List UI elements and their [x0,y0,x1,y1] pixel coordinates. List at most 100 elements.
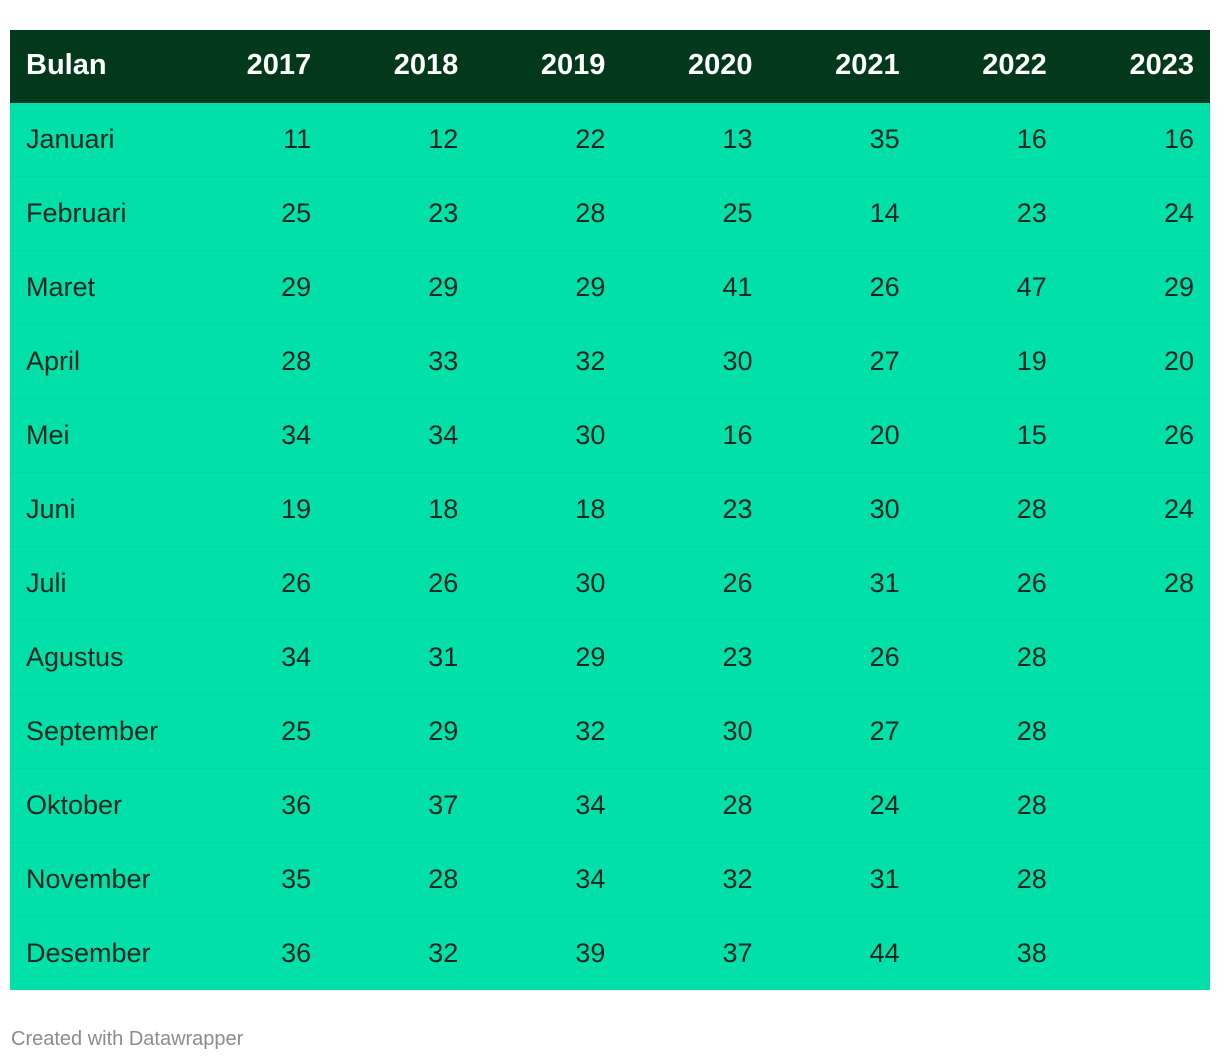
value-cell: 24 [1062,175,1210,250]
value-cell [1062,841,1210,916]
value-cell: 20 [768,397,916,472]
value-cell: 44 [768,915,916,990]
value-cell: 31 [768,545,916,620]
value-cell: 29 [327,693,475,768]
month-cell: Juli [10,545,181,620]
value-cell: 29 [1062,249,1210,324]
table-row: Maret 29 29 29 41 26 47 29 [10,249,1210,324]
column-header-2017[interactable]: 2017 [180,30,328,103]
value-cell: 34 [474,841,622,916]
value-cell: 29 [327,249,475,324]
value-cell: 28 [327,841,475,916]
value-cell: 18 [474,471,622,546]
datawrapper-credit[interactable]: Created with Datawrapper [11,1028,244,1050]
column-header-2021[interactable]: 2021 [768,30,916,103]
value-cell: 28 [915,471,1063,546]
value-cell [1062,619,1210,694]
value-cell: 30 [474,545,622,620]
value-cell: 30 [621,693,769,768]
value-cell: 32 [327,915,475,990]
value-cell: 32 [621,841,769,916]
value-cell: 31 [327,619,475,694]
data-table-container: Bulan 2017 2018 2019 2020 2021 2022 2023… [10,30,1210,990]
value-cell: 38 [915,915,1063,990]
month-cell: September [10,693,181,768]
value-cell: 12 [428,123,459,154]
value-cell: 28 [621,767,769,842]
value-cell: 24 [768,767,916,842]
value-cell: 28 [915,767,1063,842]
value-cell: 30 [474,397,622,472]
month-cell: April [10,323,181,398]
value-cell: 16 [1163,123,1194,154]
table-row: April 28 33 32 30 27 19 20 [10,323,1210,398]
value-cell: 26 [1062,397,1210,472]
month-cell: Oktober [10,767,181,842]
value-cell: 23 [915,175,1063,250]
value-cell: 28 [180,323,328,398]
table-body: Januari 11 12 22 13 35 16 16 Februari 25 23 28 25 14 2… [10,102,1210,990]
column-header-2023[interactable]: 2023 [1062,30,1210,103]
value-cell: 19 [180,471,328,546]
table-header-row: Bulan 2017 2018 2019 2020 2021 2022 2023 [10,30,1210,103]
value-cell: 28 [915,619,1063,694]
month-cell: Agustus [10,619,181,694]
value-cell: 30 [768,471,916,546]
value-cell: 37 [621,915,769,990]
month-cell: November [10,841,181,916]
value-cell: 36 [180,915,328,990]
value-cell: 19 [915,323,1063,398]
month-cell: Januari [26,123,115,154]
value-cell: 22 [575,123,606,154]
value-cell: 35 [180,841,328,916]
table-row: Desember 36 32 39 37 44 38 [10,915,1210,990]
table-row: Februari 25 23 28 25 14 23 24 [10,175,1210,250]
value-cell: 25 [180,693,328,768]
value-cell: 28 [915,693,1063,768]
value-cell: 25 [621,175,769,250]
table-row: November 35 28 34 32 31 28 [10,841,1210,916]
value-cell [1062,767,1210,842]
table-row: Agustus 34 31 29 23 26 28 [10,619,1210,694]
value-cell: 18 [327,471,475,546]
value-cell: 26 [768,619,916,694]
column-header-2019[interactable]: 2019 [474,30,622,103]
value-cell: 14 [768,175,916,250]
month-cell: Maret [10,249,181,324]
month-cell: Februari [10,175,181,250]
value-cell: 25 [180,175,328,250]
month-cell: Juni [10,471,181,546]
value-cell: 11 [283,123,312,154]
column-header-bulan[interactable]: Bulan [10,30,181,103]
value-cell: 32 [474,323,622,398]
value-cell: 20 [1062,323,1210,398]
value-cell: 28 [915,841,1063,916]
value-cell: 34 [180,619,328,694]
value-cell: 29 [180,249,328,324]
column-header-2018[interactable]: 2018 [327,30,475,103]
month-cell: Desember [10,915,181,990]
value-cell: 31 [768,841,916,916]
value-cell: 28 [1062,545,1210,620]
data-table: Bulan 2017 2018 2019 2020 2021 2022 2023… [10,30,1210,990]
value-cell: 28 [474,175,622,250]
value-cell: 39 [474,915,622,990]
value-cell: 34 [327,397,475,472]
value-cell: 27 [768,323,916,398]
value-cell: 33 [327,323,475,398]
value-cell: 24 [1062,471,1210,546]
value-cell [1062,693,1210,768]
value-cell: 26 [180,545,328,620]
value-cell: 35 [869,123,900,154]
value-cell: 34 [180,397,328,472]
column-header-2020[interactable]: 2020 [621,30,769,103]
value-cell: 32 [474,693,622,768]
value-cell: 41 [621,249,769,324]
value-cell: 16 [1016,123,1047,154]
value-cell: 23 [327,175,475,250]
value-cell: 34 [474,767,622,842]
column-header-2022[interactable]: 2022 [915,30,1063,103]
value-cell: 15 [915,397,1063,472]
value-cell: 37 [327,767,475,842]
table-row: September 25 29 32 30 27 28 [10,693,1210,768]
